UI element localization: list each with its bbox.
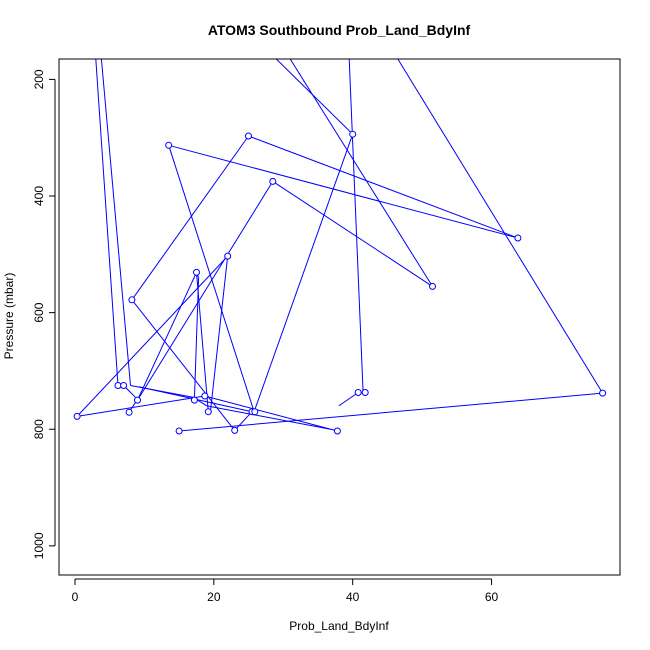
series-line-segment <box>338 392 359 407</box>
series-line-segment <box>209 256 229 412</box>
series-line-segment <box>253 134 354 412</box>
series-line-segment <box>248 135 519 239</box>
series-line-segment <box>95 59 119 386</box>
chart-title: ATOM3 Southbound Prob_Land_BdyInf <box>208 22 471 38</box>
data-point <box>231 426 239 434</box>
data-point <box>251 408 259 416</box>
series-line-segment <box>206 405 331 430</box>
data-point <box>599 389 607 397</box>
y-tick-label: 600 <box>32 302 46 322</box>
data-point <box>165 141 173 149</box>
x-axis: 0 20 40 60 <box>72 578 499 604</box>
series-line-segment <box>168 145 255 412</box>
series-line-segment <box>272 180 433 287</box>
x-tick-label: 0 <box>72 590 79 604</box>
data-point <box>128 296 136 304</box>
series-line-segment <box>131 135 249 301</box>
series-line-segment <box>275 59 354 135</box>
series-line-segment <box>100 59 131 386</box>
data-point <box>224 252 232 260</box>
series-line-segment <box>234 411 253 431</box>
series-line-segment <box>193 277 200 401</box>
data-point <box>204 408 212 416</box>
data-point <box>175 427 183 435</box>
y-tick-label: 200 <box>32 69 46 89</box>
y-axis-label: Pressure (mbar) <box>2 273 16 360</box>
data-point <box>333 427 341 435</box>
series-line-segment <box>77 395 205 417</box>
plot-frame <box>58 58 621 576</box>
data-point <box>73 412 81 420</box>
series-line-segment <box>179 392 603 432</box>
data-point <box>429 282 436 290</box>
x-tick-label: 60 <box>485 590 499 604</box>
data-point <box>245 132 252 140</box>
y-tick-label: 400 <box>32 186 46 206</box>
data-point <box>354 389 362 396</box>
series-line-segment <box>168 144 519 239</box>
x-axis-label: Prob_Land_BdyInf <box>289 619 389 633</box>
data-series <box>73 59 607 435</box>
data-point <box>201 392 209 400</box>
series-line-segment <box>397 59 604 394</box>
x-tick-label: 40 <box>346 590 360 604</box>
data-point <box>134 396 141 404</box>
data-point <box>190 396 198 404</box>
data-point <box>514 234 522 242</box>
series-line-segment <box>131 299 236 431</box>
series-line-segment <box>137 272 197 401</box>
data-point <box>349 130 357 138</box>
series-line-segment <box>289 59 433 287</box>
y-axis: 200 400 600 800 1000 <box>32 69 56 559</box>
data-point <box>269 177 277 185</box>
series-line-segment <box>348 59 364 393</box>
series-points <box>73 130 607 435</box>
data-point <box>193 268 200 276</box>
series-line-segment <box>204 395 338 432</box>
series-line-segment <box>137 181 274 401</box>
data-point <box>361 389 369 396</box>
data-point <box>125 408 133 416</box>
x-tick-label: 20 <box>207 590 221 604</box>
y-tick-label: 1000 <box>32 532 46 559</box>
data-point <box>120 382 128 389</box>
y-tick-label: 800 <box>32 419 46 439</box>
series-line-segment <box>76 255 229 417</box>
